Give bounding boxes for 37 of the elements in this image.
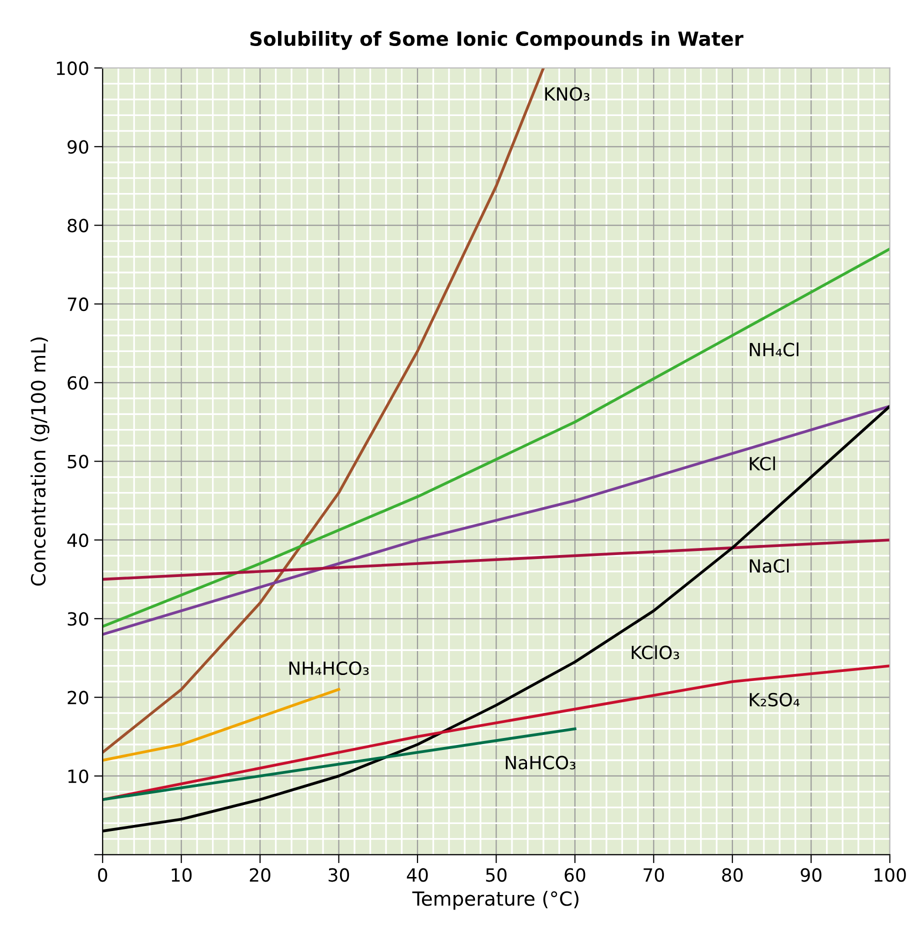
x-tick-label: 20: [250, 868, 270, 882]
y-axis-title: Concentration (g/100 mL): [30, 338, 50, 586]
x-tick-label: 0: [98, 868, 108, 882]
line-series: [102, 248, 890, 628]
series-label: NH₄HCO₃: [289, 661, 369, 676]
line-series: [102, 727, 576, 801]
line-series: [102, 404, 890, 636]
y-tick-label: 100: [56, 61, 88, 76]
x-axis-title: Temperature (°C): [412, 890, 578, 910]
series-label: NaCl: [750, 558, 789, 573]
y-tick-label: 60: [68, 376, 88, 390]
y-tick-label: 50: [68, 454, 88, 468]
chart-title: Solubility of Some Ionic Compounds in Water: [250, 30, 744, 50]
y-tick-label: 70: [68, 297, 88, 312]
x-tick-label: 10: [172, 868, 192, 882]
series-label: KCl: [750, 456, 775, 470]
y-tick-label: 30: [68, 612, 88, 626]
y-tick-label: 10: [68, 769, 88, 784]
series-label: NaHCO₃: [506, 756, 576, 770]
series-label: K₂SO₄: [750, 692, 800, 706]
line-series: [102, 68, 545, 754]
y-tick-label: 80: [68, 218, 88, 232]
x-tick-label: 50: [486, 868, 507, 882]
x-tick-label: 100: [874, 868, 906, 882]
x-tick-label: 30: [328, 868, 350, 882]
series-label: KNO₃: [545, 87, 590, 101]
x-tick-label: 60: [564, 868, 586, 882]
x-tick-label: 80: [722, 868, 743, 882]
line-series: [102, 688, 340, 762]
y-tick-label: 40: [67, 533, 88, 548]
series-label: NH₄Cl: [750, 342, 798, 356]
x-tick-label: 70: [644, 868, 664, 882]
x-tick-label: 90: [800, 868, 822, 882]
series-label: KClO₃: [632, 645, 680, 660]
y-tick-label: 90: [68, 140, 88, 154]
y-tick-label: 20: [68, 690, 88, 704]
x-tick-label: 40: [406, 868, 428, 882]
